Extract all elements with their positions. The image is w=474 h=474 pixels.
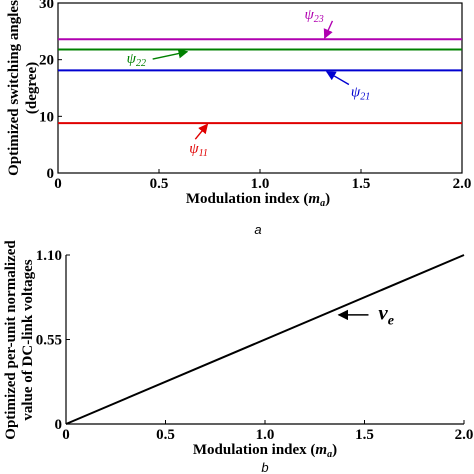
chart-a-xtick-label: 1.0: [251, 176, 270, 192]
chart-b-xtick-label: 0.5: [156, 427, 175, 443]
chart-a-ytick-label: 10: [39, 109, 54, 125]
chart-a-xtick-label: 2.0: [453, 176, 472, 192]
chart-b-ytick-label: 0: [55, 417, 63, 433]
chart-a: ψ23 ψ22 ψ21 ψ11 0 0.5 1.0 1.5 2.0 0 10 20 30 Modul…: [6, 0, 471, 237]
chart-b-xlabel: Modulation index (ma): [193, 442, 337, 460]
chart-a-ylabel-line2: (degree): [24, 62, 40, 114]
chart-a-ylabel-line1: Optimized switching angles: [6, 0, 22, 176]
chart-b-ylabel-line1: Optimized per-unit normalized: [3, 240, 19, 440]
chart-b-series-group: ve: [65, 254, 465, 425]
chart-a-xticks: 0 0.5 1.0 1.5 2.0: [54, 169, 471, 192]
chart-a-series-group: ψ23 ψ22 ψ21 ψ11: [58, 7, 462, 159]
series-arrow-ψ11: [194, 123, 209, 140]
chart-b-xtick-label: 2.0: [455, 427, 474, 443]
series-label-ψ23: ψ23: [304, 7, 323, 25]
chart-a-panel-label: a: [254, 222, 261, 237]
chart-b-panel-label: b: [261, 460, 268, 474]
chart-b-ylabel-line2: value of DC-link voltages: [20, 259, 36, 420]
chart-a-yticks: 0 10 20 30: [39, 0, 62, 182]
chart-a-ytick-label: 30: [39, 0, 54, 12]
series-arrow-ψ22: [152, 48, 189, 60]
series-label-ψ11: ψ11: [189, 141, 208, 159]
chart-b-xtick-label: 0: [62, 427, 70, 443]
chart-b-xtick-label: 1.5: [355, 427, 374, 443]
series-line-ve: [65, 254, 465, 425]
chart-b-ytick-label: 1.10: [36, 248, 62, 264]
series-arrow-ψ23: [323, 20, 334, 40]
chart-a-xtick-label: 0: [54, 176, 62, 192]
chart-b-xtick-label: 1.0: [256, 427, 275, 443]
series-label-ψ21: ψ21: [351, 85, 370, 103]
series-arrow-ψ21: [325, 70, 350, 86]
chart-a-ytick-label: 0: [47, 166, 55, 182]
chart-a-xlabel: Modulation index (ma): [186, 191, 330, 209]
series-label-ψ22: ψ22: [127, 51, 146, 69]
chart-b-yticks: 0 0.55 1.10: [36, 248, 70, 433]
chart-b-xticks: 0 0.5 1.0 1.5 2.0: [62, 420, 473, 443]
chart-a-ytick-label: 20: [39, 53, 54, 69]
chart-b-ytick-label: 0.55: [36, 333, 62, 349]
series-label-ve: ve: [378, 301, 394, 329]
chart-a-xtick-label: 1.5: [352, 176, 371, 192]
chart-b: ve 0 0.5 1.0 1.5 2.0 0 0.55 1.10 Modulation in…: [3, 240, 473, 474]
chart-a-plot-area: [57, 2, 463, 174]
chart-a-xtick-label: 0.5: [150, 176, 169, 192]
